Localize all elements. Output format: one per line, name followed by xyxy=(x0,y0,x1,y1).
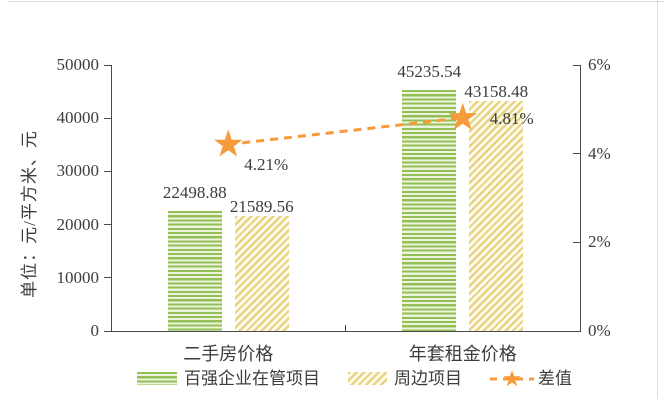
right-axis-tick-label: 4% xyxy=(588,143,611,163)
right-axis-tick xyxy=(573,241,580,243)
right-axis-tick-label: 2% xyxy=(588,232,611,252)
left-axis-tick-label: 50000 xyxy=(56,55,100,74)
category-label: 二手房价格 xyxy=(183,344,274,364)
right-axis-tick xyxy=(573,330,580,332)
legend-label-difference: 差值 xyxy=(538,369,572,388)
category-axis-tick xyxy=(345,325,346,331)
left-axis-tick-label: 30000 xyxy=(56,161,100,181)
bar-top100 xyxy=(402,90,457,331)
left-axis-line xyxy=(111,65,112,332)
left-axis-tick xyxy=(104,277,111,279)
bar-value-label: 22498.88 xyxy=(162,183,227,203)
right-axis-tick-label: 0% xyxy=(588,321,611,340)
left-axis-tick-label: 0 xyxy=(90,321,100,340)
left-axis-tick-label: 40000 xyxy=(56,108,100,128)
difference-value-label: 4.21% xyxy=(244,155,289,175)
top-border-line xyxy=(8,1,664,2)
legend-label-top100-projects: 百强企业在管项目 xyxy=(184,369,320,388)
difference-value-label: 4.81% xyxy=(489,108,534,128)
left-axis-tick xyxy=(104,224,111,226)
right-axis-tick xyxy=(573,64,580,66)
bottom-axis-line xyxy=(111,331,581,332)
legend-swatch-nearby-projects xyxy=(348,372,387,385)
right-axis-line xyxy=(580,65,581,332)
bar-top100 xyxy=(167,211,222,331)
bar-value-label: 21589.56 xyxy=(229,197,294,217)
bar-value-label: 43158.48 xyxy=(464,82,529,102)
bar-nearby xyxy=(469,101,524,331)
legend-label-nearby-projects: 周边项目 xyxy=(394,369,462,388)
category-label: 年套租金价格 xyxy=(408,344,517,364)
right-border-line xyxy=(657,0,658,399)
legend-line-sample xyxy=(489,369,535,389)
dashed-line-star-icon xyxy=(490,370,534,387)
left-axis-tick xyxy=(104,170,111,172)
bar-value-label: 45235.54 xyxy=(397,62,462,82)
right-axis-tick xyxy=(573,153,580,155)
bar-nearby xyxy=(234,216,289,331)
left-axis-tick xyxy=(104,64,111,66)
right-axis-tick-label: 6% xyxy=(588,55,611,74)
star-marker-icon xyxy=(214,129,243,157)
left-axis-tick-label: 20000 xyxy=(56,214,100,234)
left-axis-tick xyxy=(104,330,111,332)
legend-swatch-top100-projects xyxy=(137,372,177,385)
left-axis-tick xyxy=(104,117,111,119)
left-axis-tick-label: 10000 xyxy=(56,267,100,287)
